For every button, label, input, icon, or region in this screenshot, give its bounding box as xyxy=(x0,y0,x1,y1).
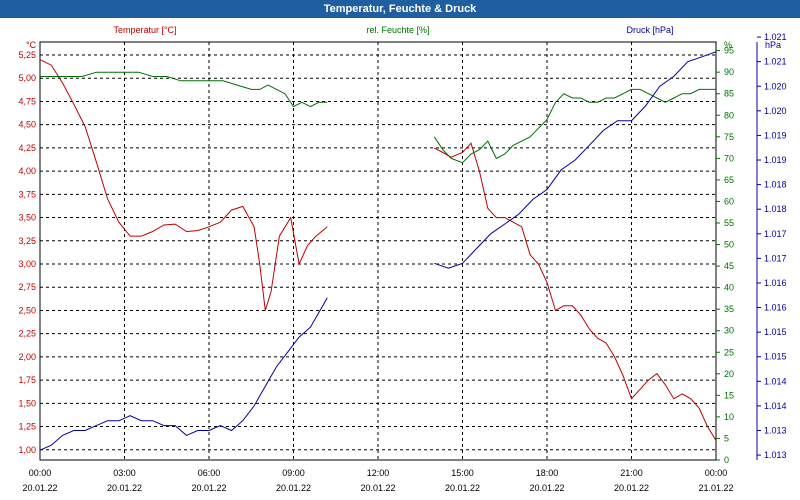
series-line-temperature xyxy=(39,59,328,311)
pressure-tick-label: 1.021 xyxy=(764,32,787,42)
pressure-tick-label: 1.017 xyxy=(764,253,787,263)
x-tick-time: 15:00 xyxy=(451,468,474,478)
humidity-tick-label: 10 xyxy=(724,412,734,422)
humidity-tick-label: 35 xyxy=(724,304,734,314)
pressure-tick-label: 1.013 xyxy=(764,450,787,460)
x-tick-date: 20.01.22 xyxy=(107,483,142,493)
pressure-tick-label: 1.013 xyxy=(764,425,787,435)
temperature-tick-label: 5,25 xyxy=(18,50,36,60)
humidity-tick-label: 65 xyxy=(724,175,734,185)
pressure-tick-label: 1.019 xyxy=(764,155,787,165)
temperature-tick-label: 1,25 xyxy=(18,422,36,432)
window-title: Temperatur, Feuchte & Druck xyxy=(323,3,477,15)
pressure-unit-label: hPa xyxy=(765,40,781,50)
humidity-tick-label: 90 xyxy=(724,67,734,77)
pressure-tick-label: 1.021 xyxy=(764,57,787,67)
x-tick-date: 20.01.22 xyxy=(22,483,57,493)
humidity-tick-label: 45 xyxy=(724,261,734,271)
pressure-tick-label: 1.014 xyxy=(764,401,787,411)
x-tick-time: 00:00 xyxy=(29,468,52,478)
x-tick-time: 21:00 xyxy=(620,468,643,478)
temperature-tick-label: 5,00 xyxy=(18,73,36,83)
temperature-tick-label: 2,50 xyxy=(18,305,36,315)
pressure-tick-label: 1.018 xyxy=(764,204,787,214)
series-line-humidity xyxy=(40,71,328,108)
plot-frame xyxy=(39,41,717,461)
temperature-tick-label: 1,50 xyxy=(18,398,36,408)
series-line-pressure xyxy=(434,51,717,269)
temperature-tick-label: 3,75 xyxy=(18,189,36,199)
pressure-tick-label: 1.018 xyxy=(764,180,787,190)
temperature-tick-label: 3,00 xyxy=(18,259,36,269)
temperature-axis-title: Temperatur [°C] xyxy=(113,25,176,35)
temperature-tick-label: 3,25 xyxy=(18,236,36,246)
humidity-tick-label: 50 xyxy=(724,240,734,250)
pressure-tick-label: 1.016 xyxy=(764,278,787,288)
humidity-tick-label: 70 xyxy=(724,153,734,163)
pressure-axis-title: Druck [hPa] xyxy=(626,25,673,35)
grid-lines xyxy=(40,42,716,460)
x-tick-time: 06:00 xyxy=(198,468,221,478)
temperature-tick-label: 4,75 xyxy=(18,96,36,106)
pressure-tick-label: 1.016 xyxy=(764,303,787,313)
humidity-tick-label: 25 xyxy=(724,347,734,357)
x-tick-date: 20.01.22 xyxy=(191,483,226,493)
humidity-tick-label: 20 xyxy=(724,369,734,379)
humidity-unit-label: % xyxy=(724,40,732,50)
x-tick-time: 12:00 xyxy=(367,468,390,478)
humidity-tick-label: 60 xyxy=(724,196,734,206)
x-tick-date: 20.01.22 xyxy=(276,483,311,493)
pressure-tick-label: 1.015 xyxy=(764,352,787,362)
pressure-axis: 1.013 1.013 1.014 1.014 1.015 1.015 1.016 1.016… xyxy=(756,32,787,460)
pressure-tick-label: 1.015 xyxy=(764,327,787,337)
humidity-tick-label: 30 xyxy=(724,326,734,336)
x-tick-time: 18:00 xyxy=(536,468,559,478)
humidity-tick-label: 75 xyxy=(724,132,734,142)
temperature-tick-label: 2,00 xyxy=(18,352,36,362)
window-title-bar: Temperatur, Feuchte & Druck xyxy=(0,0,800,18)
series-line-humidity xyxy=(433,88,716,164)
pressure-tick-label: 1.017 xyxy=(764,229,787,239)
x-tick-date: 20.01.22 xyxy=(360,483,395,493)
series-lines xyxy=(39,51,717,451)
pressure-tick-label: 1.014 xyxy=(764,376,787,386)
humidity-tick-label: 40 xyxy=(724,283,734,293)
humidity-tick-label: 85 xyxy=(724,89,734,99)
series-line-pressure xyxy=(39,297,328,451)
humidity-tick-label: 0 xyxy=(724,455,729,465)
humidity-tick-label: 80 xyxy=(724,110,734,120)
x-tick-date: 20.01.22 xyxy=(614,483,649,493)
x-tick-date: 20.01.22 xyxy=(445,483,480,493)
temperature-unit-label: °C xyxy=(26,40,37,50)
x-tick-date: 20.01.22 xyxy=(529,483,564,493)
temperature-tick-label: 2,25 xyxy=(18,329,36,339)
humidity-tick-label: 5 xyxy=(724,433,729,443)
series-line-temperature xyxy=(434,142,717,441)
temperature-tick-label: 2,75 xyxy=(18,282,36,292)
time-axis: 00:00 20.01.22 03:00 20.01.22 06:00 20.01.22 0… xyxy=(22,468,733,493)
humidity-tick-label: 15 xyxy=(724,390,734,400)
humidity-axis-title: rel. Feuchte [%] xyxy=(366,25,429,35)
humidity-tick-label: 55 xyxy=(724,218,734,228)
temperature-tick-label: 3,50 xyxy=(18,213,36,223)
temperature-tick-label: 4,50 xyxy=(18,120,36,130)
humidity-tick-label: 95 xyxy=(724,46,734,56)
pressure-tick-label: 1.020 xyxy=(764,81,787,91)
x-tick-time: 09:00 xyxy=(282,468,305,478)
temperature-tick-label: 1,75 xyxy=(18,375,36,385)
pressure-tick-label: 1.020 xyxy=(764,106,787,116)
x-tick-date: 21.01.22 xyxy=(698,483,733,493)
temperature-tick-label: 1,00 xyxy=(18,445,36,455)
pressure-tick-label: 1.019 xyxy=(764,130,787,140)
temperature-tick-label: 4,00 xyxy=(18,166,36,176)
x-tick-time: 00:00 xyxy=(705,468,728,478)
humidity-axis: 0 5 10 15 20 25 30 35 40 45 50 55 60 65 70 75 80 85 90 95 xyxy=(716,46,734,465)
temperature-axis: 1,00 1,25 1,50 1,75 2,00 2,25 2,50 2,75 3,00 3,25… xyxy=(18,50,36,455)
temperature-tick-label: 4,25 xyxy=(18,143,36,153)
x-tick-time: 03:00 xyxy=(113,468,136,478)
